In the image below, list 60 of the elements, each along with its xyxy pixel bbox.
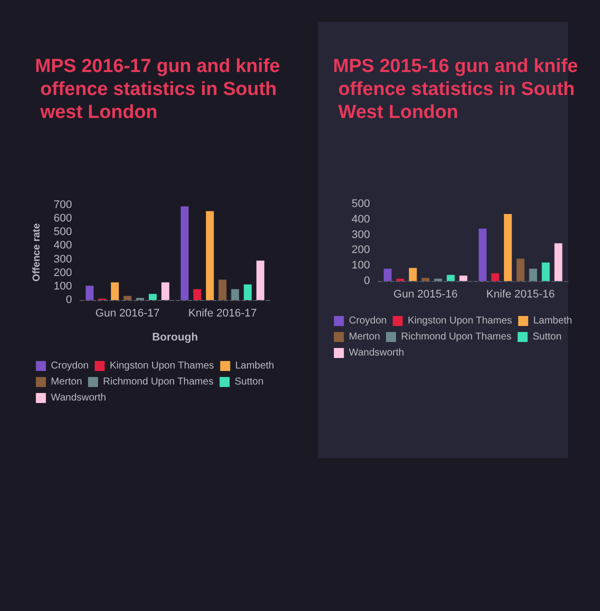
legend-label: Merton xyxy=(348,332,380,342)
bar xyxy=(256,260,264,300)
bar xyxy=(244,284,252,300)
x-tick-label: Gun 2016-17 xyxy=(95,308,160,320)
bar xyxy=(161,282,170,300)
legend-label: Kingston Upon Thames xyxy=(110,360,214,372)
y-tick-label: 400 xyxy=(54,240,72,252)
y-tick-label: 200 xyxy=(352,244,370,256)
legend-label: Merton xyxy=(50,376,82,388)
legend-label: Sutton xyxy=(532,332,562,342)
y-tick-label: 400 xyxy=(352,213,370,226)
bar xyxy=(554,243,562,281)
legend-label: Sutton xyxy=(234,376,264,388)
chart-title: MPS 2015-16 gun and knife offence statistics in South West London xyxy=(333,56,578,123)
bar xyxy=(459,276,468,281)
legend-label: Lambeth xyxy=(235,360,274,372)
y-axis-title: Offence rate xyxy=(32,222,42,282)
bar xyxy=(529,268,538,281)
chart-title: MPS 2016-17 gun and knife offence statistics in South west London xyxy=(35,56,280,123)
bar xyxy=(422,278,430,281)
y-tick-label: 0 xyxy=(66,294,72,306)
x-tick-label: Gun 2015-16 xyxy=(393,288,458,300)
y-tick-label: 200 xyxy=(54,266,72,279)
y-tick-label: 500 xyxy=(352,198,370,210)
bar xyxy=(384,268,392,281)
y-tick-label: 100 xyxy=(54,280,72,292)
y-tick-label: 600 xyxy=(54,212,72,225)
legend-label: Lambeth xyxy=(533,316,572,326)
bar xyxy=(218,280,226,300)
bar xyxy=(542,262,550,281)
bar xyxy=(408,268,417,281)
y-tick-label: 500 xyxy=(54,226,72,238)
x-tick-label: Knife 2016-17 xyxy=(188,308,257,320)
bar xyxy=(446,274,455,281)
bar xyxy=(516,258,524,281)
bar xyxy=(478,228,487,281)
bar xyxy=(110,282,119,300)
y-tick-label: 0 xyxy=(364,275,370,287)
legend-label: Croydon xyxy=(348,316,387,326)
bar xyxy=(86,286,94,300)
legend-label: Croydon xyxy=(50,360,89,372)
legend-label: Wandsworth xyxy=(348,348,404,358)
y-tick-label: 100 xyxy=(352,260,370,272)
legend-label: Richmond Upon Thames xyxy=(401,332,512,342)
bar xyxy=(124,296,132,300)
y-tick-label: 300 xyxy=(54,253,72,266)
bar xyxy=(180,206,189,300)
bar xyxy=(193,289,202,300)
bar xyxy=(504,214,512,281)
y-tick-label: 700 xyxy=(54,199,72,211)
bar xyxy=(148,294,157,300)
x-tick-label: Knife 2015-16 xyxy=(486,288,555,300)
legend-label: Wandsworth xyxy=(50,392,106,404)
x-axis-title: Borough xyxy=(152,332,198,344)
y-tick-label: 300 xyxy=(352,228,370,241)
bar xyxy=(206,211,214,300)
legend-label: Richmond Upon Thames xyxy=(103,376,214,388)
bar xyxy=(491,273,500,281)
bar xyxy=(231,289,240,300)
legend-label: Kingston Upon Thames xyxy=(408,316,512,326)
